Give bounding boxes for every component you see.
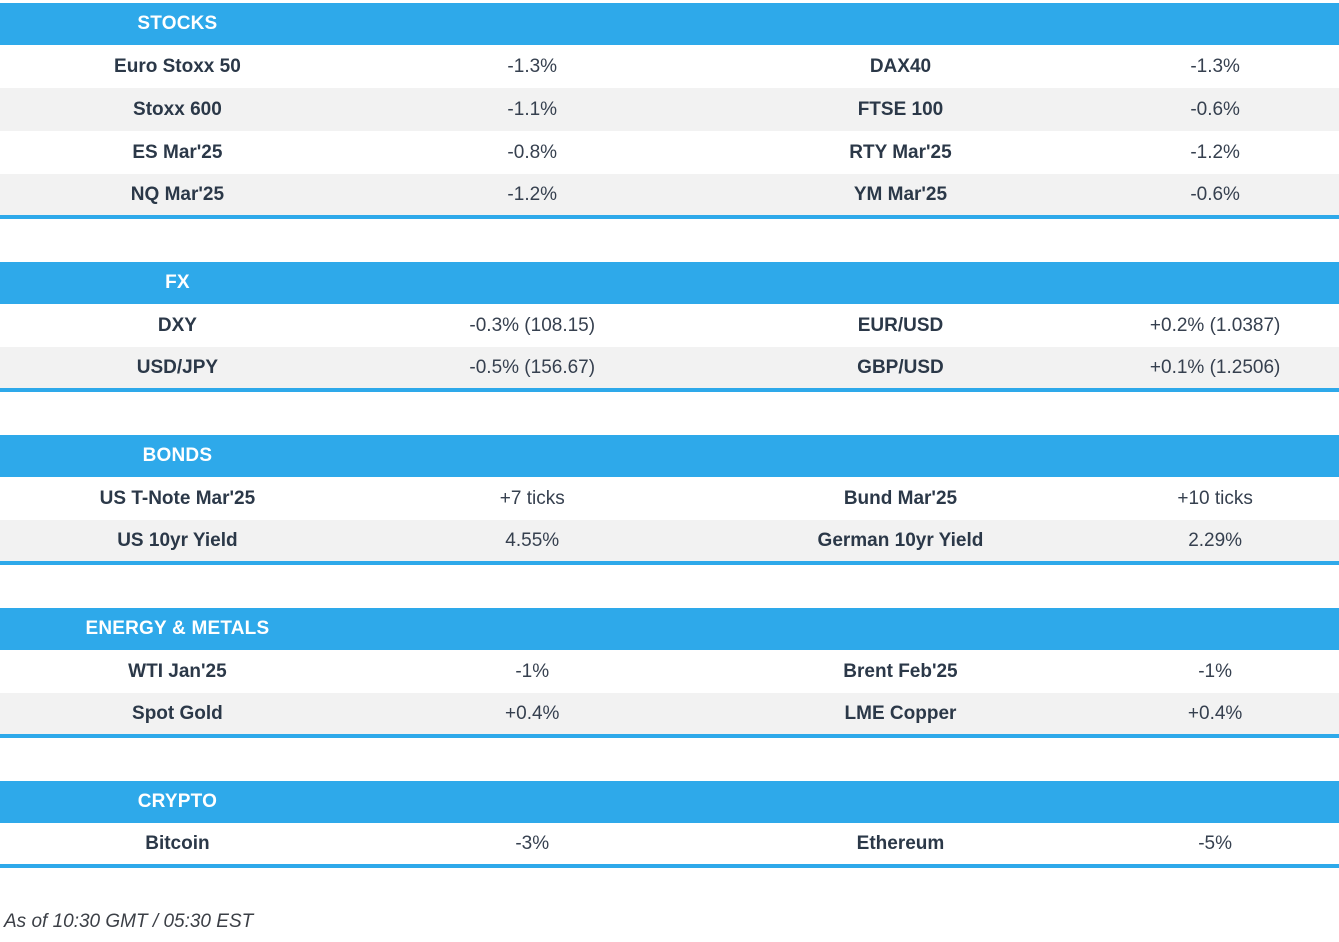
asset-label: US T-Note Mar'25: [99, 487, 256, 509]
asset-value: -0.5% (156.67): [469, 356, 596, 378]
section-title-bonds: BONDS: [142, 445, 213, 466]
asset-label: Bund Mar'25: [843, 487, 958, 509]
asset-value: -1.3%: [507, 55, 558, 77]
section-title-stocks: STOCKS: [137, 13, 218, 34]
asset-value: -3%: [515, 832, 550, 854]
fx-table: FX DXY -0.3% (108.15) EUR/USD +0.2% (1.0…: [0, 262, 1339, 392]
asset-value: 2.29%: [1188, 529, 1243, 551]
asset-value: -0.8%: [507, 141, 558, 163]
asset-label: German 10yr Yield: [817, 529, 984, 551]
asset-label: Bitcoin: [145, 832, 210, 854]
asset-label: RTY Mar'25: [849, 141, 952, 163]
asset-value: +0.4%: [1187, 702, 1243, 724]
energy-metals-table: ENERGY & METALS WTI Jan'25 -1% Brent Feb…: [0, 608, 1339, 738]
asset-label: FTSE 100: [857, 98, 944, 120]
bonds-header-bar: BONDS: [0, 435, 1339, 477]
asset-label: GBP/USD: [857, 356, 944, 378]
asset-label: DXY: [157, 314, 197, 336]
asset-value: -1.3%: [1190, 55, 1240, 77]
energy-metals-header-bar: ENERGY & METALS: [0, 608, 1339, 650]
asset-value: -1%: [1198, 660, 1233, 682]
asset-value: +7 ticks: [499, 487, 565, 509]
table-row: Euro Stoxx 50 -1.3% DAX40 -1.3%: [0, 45, 1339, 88]
asset-value: -1.2%: [1190, 141, 1240, 163]
asset-value: -1%: [515, 660, 550, 682]
bonds-table: BONDS US T-Note Mar'25 +7 ticks Bund Mar…: [0, 435, 1339, 565]
section-title-energy-metals: ENERGY & METALS: [85, 618, 270, 639]
asset-value: +10 ticks: [1177, 487, 1253, 509]
asset-label: US 10yr Yield: [117, 529, 238, 551]
table-row: DXY -0.3% (108.15) EUR/USD +0.2% (1.0387…: [0, 304, 1339, 347]
asset-label: WTI Jan'25: [128, 660, 227, 682]
table-row: USD/JPY -0.5% (156.67) GBP/USD +0.1% (1.…: [0, 347, 1339, 390]
asset-label: YM Mar'25: [853, 183, 948, 205]
asset-label: Euro Stoxx 50: [114, 55, 241, 77]
asset-label: Spot Gold: [132, 702, 223, 724]
fx-header-bar: FX: [0, 262, 1339, 304]
table-row: NQ Mar'25 -1.2% YM Mar'25 -0.6%: [0, 174, 1339, 217]
table-row: US T-Note Mar'25 +7 ticks Bund Mar'25 +1…: [0, 477, 1339, 520]
asset-value: -0.6%: [1190, 98, 1240, 120]
table-row: ES Mar'25 -0.8% RTY Mar'25 -1.2%: [0, 131, 1339, 174]
asset-label: ES Mar'25: [132, 141, 223, 163]
asset-value: 4.55%: [505, 529, 560, 551]
asset-value: -1.2%: [507, 183, 558, 205]
section-title-crypto: CRYPTO: [137, 791, 218, 812]
stocks-table: STOCKS Euro Stoxx 50 -1.3% DAX40 -1.3% S…: [0, 3, 1339, 219]
crypto-table: CRYPTO Bitcoin -3% Ethereum -5%: [0, 781, 1339, 868]
table-row: WTI Jan'25 -1% Brent Feb'25 -1%: [0, 650, 1339, 693]
asset-value: +0.1% (1.2506): [1149, 356, 1281, 378]
asset-value: -0.6%: [1190, 183, 1240, 205]
asset-label: EUR/USD: [857, 314, 944, 336]
asset-label: LME Copper: [844, 702, 957, 724]
asset-value: +0.2% (1.0387): [1149, 314, 1281, 336]
asset-value: -0.3% (108.15): [469, 314, 596, 336]
asset-label: Stoxx 600: [133, 98, 222, 120]
asset-label: NQ Mar'25: [130, 183, 225, 205]
asset-value: -5%: [1198, 832, 1233, 854]
table-row: US 10yr Yield 4.55% German 10yr Yield 2.…: [0, 520, 1339, 563]
asset-value: +0.4%: [505, 702, 560, 724]
as-of-timestamp: As of 10:30 GMT / 05:30 EST: [4, 911, 254, 932]
table-row: Spot Gold +0.4% LME Copper +0.4%: [0, 693, 1339, 736]
table-row: Stoxx 600 -1.1% FTSE 100 -0.6%: [0, 88, 1339, 131]
stocks-header-bar: STOCKS: [0, 3, 1339, 45]
asset-label: DAX40: [869, 55, 932, 77]
crypto-header-bar: CRYPTO: [0, 781, 1339, 823]
section-title-fx: FX: [165, 272, 190, 293]
asset-label: Brent Feb'25: [843, 660, 958, 682]
asset-label: Ethereum: [856, 832, 945, 854]
table-row: Bitcoin -3% Ethereum -5%: [0, 823, 1339, 866]
asset-value: -1.1%: [507, 98, 558, 120]
asset-label: USD/JPY: [136, 356, 219, 378]
